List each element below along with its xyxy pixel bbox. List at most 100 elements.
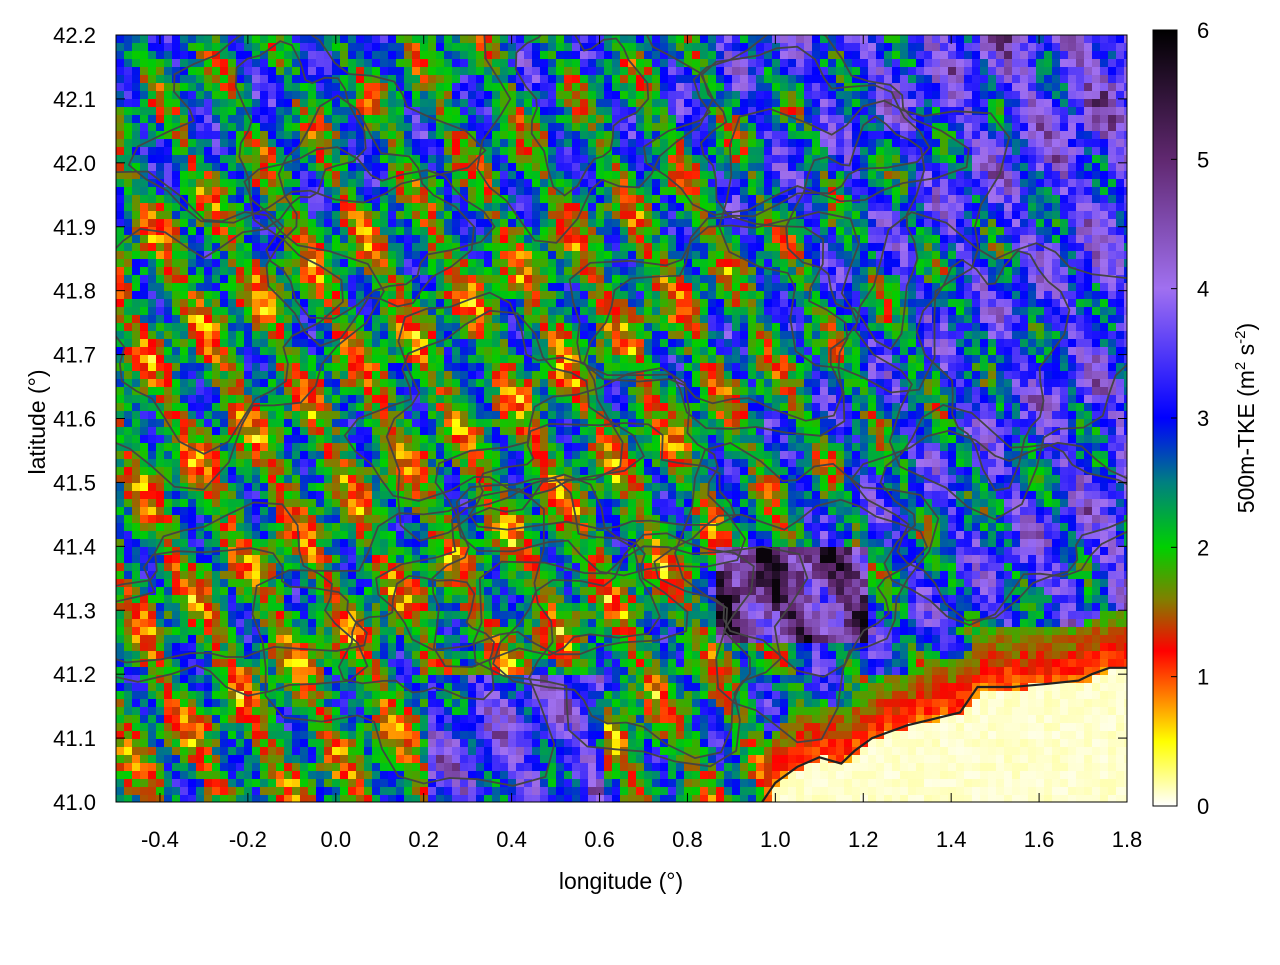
heatmap-cell: [468, 259, 477, 268]
heatmap-cell: [348, 219, 357, 228]
heatmap-cell: [332, 251, 341, 260]
heatmap-cell: [836, 99, 845, 108]
heatmap-cell: [340, 291, 349, 300]
heatmap-cell: [580, 107, 589, 116]
heatmap-cell: [764, 51, 773, 60]
heatmap-cell: [884, 59, 893, 68]
heatmap-cell: [604, 67, 613, 76]
heatmap-cell: [884, 219, 893, 228]
heatmap-cell: [212, 259, 221, 268]
heatmap-cell: [764, 299, 773, 308]
heatmap-cell: [220, 195, 229, 204]
heatmap-cell: [516, 139, 525, 148]
heatmap-cell: [996, 203, 1005, 212]
heatmap-cell: [716, 171, 725, 180]
heatmap-cell: [948, 283, 957, 292]
heatmap-cell: [116, 235, 125, 244]
heatmap-cell: [140, 227, 149, 236]
heatmap-cell: [420, 259, 429, 268]
heatmap-cell: [660, 291, 669, 300]
heatmap-cell: [780, 59, 789, 68]
heatmap-cell: [1004, 299, 1013, 308]
heatmap-cell: [356, 59, 365, 68]
heatmap-cell: [780, 163, 789, 172]
heatmap-cell: [564, 123, 573, 132]
heatmap-cell: [620, 219, 629, 228]
heatmap-cell: [668, 163, 677, 172]
heatmap-cell: [948, 331, 957, 340]
heatmap-cell: [156, 323, 165, 332]
heatmap-cell: [428, 51, 437, 60]
heatmap-cell: [268, 59, 277, 68]
heatmap-cell: [444, 251, 453, 260]
heatmap-cell: [1076, 51, 1085, 60]
heatmap-cell: [260, 35, 269, 44]
heatmap-cell: [372, 131, 381, 140]
heatmap-cell: [260, 275, 269, 284]
heatmap-cell: [844, 179, 853, 188]
heatmap-cell: [1036, 331, 1045, 340]
heatmap-cell: [156, 259, 165, 268]
heatmap-cell: [420, 179, 429, 188]
heatmap-cell: [364, 171, 373, 180]
heatmap-cell: [660, 43, 669, 52]
heatmap-cell: [668, 195, 677, 204]
heatmap-cell: [500, 235, 509, 244]
heatmap-cell: [164, 195, 173, 204]
heatmap-cell: [140, 131, 149, 140]
heatmap-cell: [716, 67, 725, 76]
heatmap-cell: [660, 331, 669, 340]
heatmap-cell: [572, 227, 581, 236]
heatmap-cell: [836, 67, 845, 76]
heatmap-cell: [676, 139, 685, 148]
heatmap-cell: [788, 35, 797, 44]
heatmap-cell: [516, 147, 525, 156]
heatmap-cell: [652, 155, 661, 164]
heatmap-cell: [788, 315, 797, 324]
heatmap-cell: [1060, 91, 1069, 100]
heatmap-cell: [1044, 291, 1053, 300]
heatmap-cell: [604, 219, 613, 228]
heatmap-cell: [1044, 243, 1053, 252]
heatmap-cell: [860, 315, 869, 324]
heatmap-cell: [1092, 259, 1101, 268]
heatmap-cell: [748, 171, 757, 180]
heatmap-cell: [516, 179, 525, 188]
heatmap-cell: [812, 91, 821, 100]
heatmap-cell: [988, 291, 997, 300]
heatmap-cell: [148, 163, 157, 172]
heatmap-cell: [412, 155, 421, 164]
heatmap-cell: [700, 43, 709, 52]
heatmap-cell: [388, 59, 397, 68]
heatmap-cell: [420, 99, 429, 108]
heatmap-cell: [788, 339, 797, 348]
heatmap-cell: [820, 35, 829, 44]
heatmap-cell: [1004, 67, 1013, 76]
heatmap-cell: [1044, 187, 1053, 196]
heatmap-cell: [860, 179, 869, 188]
heatmap-cell: [484, 123, 493, 132]
heatmap-cell: [532, 67, 541, 76]
heatmap-cell: [116, 291, 125, 300]
heatmap-cell: [292, 91, 301, 100]
heatmap-cell: [836, 235, 845, 244]
heatmap-cell: [1124, 323, 1127, 332]
heatmap-cell: [908, 123, 917, 132]
heatmap-cell: [860, 131, 869, 140]
heatmap-cell: [1012, 227, 1021, 236]
heatmap-cell: [924, 91, 933, 100]
heatmap-cell: [620, 107, 629, 116]
heatmap-cell: [188, 195, 197, 204]
heatmap-cell: [124, 283, 133, 292]
heatmap-cell: [324, 203, 333, 212]
heatmap-cell: [428, 59, 437, 68]
heatmap-cell: [724, 115, 733, 124]
heatmap-cell: [620, 163, 629, 172]
heatmap-cell: [532, 211, 541, 220]
heatmap-cell: [892, 139, 901, 148]
heatmap-cell: [700, 299, 709, 308]
heatmap-cell: [1116, 339, 1125, 348]
heatmap-cell: [1084, 115, 1093, 124]
heatmap-cell: [620, 227, 629, 236]
heatmap-cell: [116, 259, 125, 268]
